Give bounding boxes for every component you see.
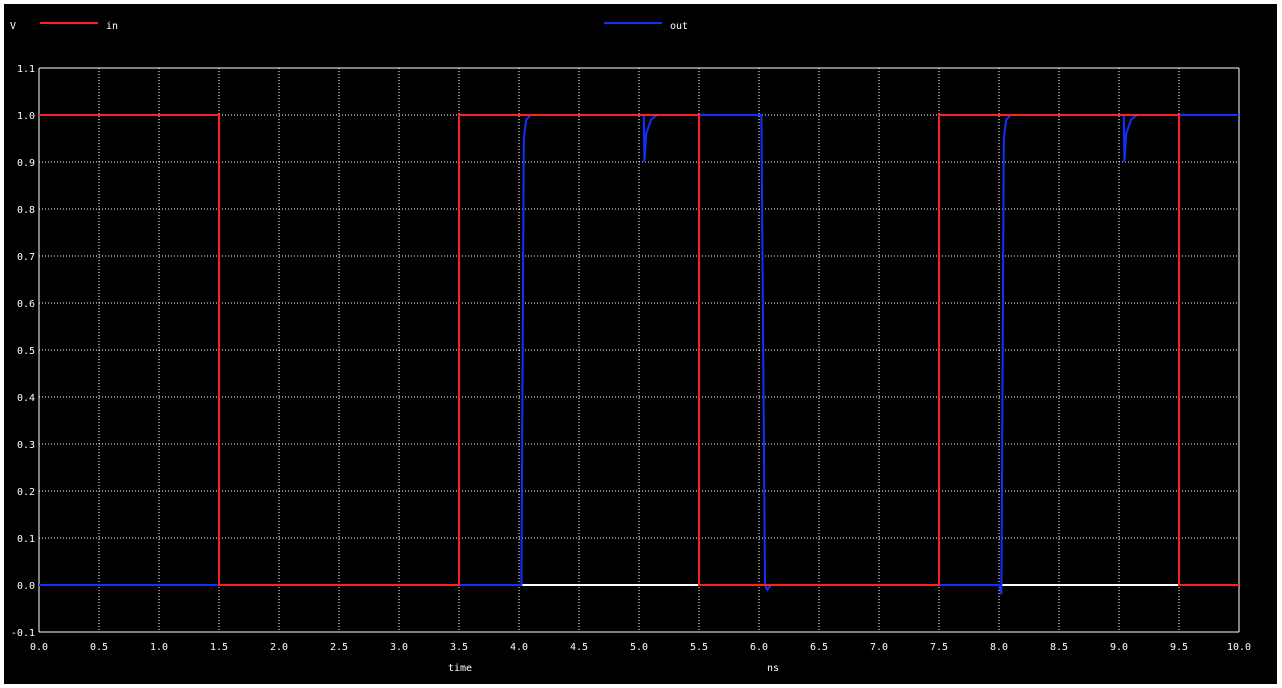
series-layer xyxy=(39,114,1239,595)
y-unit-label: V xyxy=(10,21,16,32)
x-tick-label: 6.5 xyxy=(810,642,828,653)
y-tick-label: 0.6 xyxy=(17,299,35,310)
plot-frame xyxy=(4,4,1277,684)
x-tick-label: 9.0 xyxy=(1110,642,1128,653)
y-tick-label: 0.0 xyxy=(17,581,35,592)
legend-in-label: in xyxy=(106,21,118,32)
x-tick-label: 3.0 xyxy=(390,642,408,653)
x-axis-label: time xyxy=(448,663,472,674)
x-tick-label: 5.0 xyxy=(630,642,648,653)
x-tick-label: 1.0 xyxy=(150,642,168,653)
legend-out-label: out xyxy=(670,21,688,32)
y-tick-label: 0.7 xyxy=(17,252,35,263)
y-tick-label: 0.2 xyxy=(17,487,35,498)
x-tick-label: 6.0 xyxy=(750,642,768,653)
x-tick-label: 2.0 xyxy=(270,642,288,653)
y-tick-label: 0.1 xyxy=(17,534,35,545)
y-tick-label: 0.5 xyxy=(17,346,35,357)
y-tick-label: 0.3 xyxy=(17,440,35,451)
y-tick-label: 0.8 xyxy=(17,205,35,216)
x-tick-label: 1.5 xyxy=(210,642,228,653)
y-tick-label: 0.4 xyxy=(17,393,35,404)
x-unit-label: ns xyxy=(767,663,779,674)
x-tick-label: 9.5 xyxy=(1170,642,1188,653)
y-tick-label: 0.9 xyxy=(17,158,35,169)
x-tick-label: 4.0 xyxy=(510,642,528,653)
x-tick-label: 8.0 xyxy=(990,642,1008,653)
x-tick-label: 5.5 xyxy=(690,642,708,653)
y-tick-label: 1.0 xyxy=(17,111,35,122)
x-tick-label: 10.0 xyxy=(1227,642,1251,653)
x-tick-label: 7.5 xyxy=(930,642,948,653)
x-tick-label: 3.5 xyxy=(450,642,468,653)
x-tick-label: 8.5 xyxy=(1050,642,1068,653)
tick-labels: 0.0 0.5 1.0 1.5 2.0 2.5 3.0 3.5 4.0 4.5 5.0 5.5 6.0 6… xyxy=(11,64,1251,653)
x-tick-label: 4.5 xyxy=(570,642,588,653)
y-tick-label: -0.1 xyxy=(11,628,35,639)
y-tick-label: 1.1 xyxy=(17,64,35,75)
x-tick-label: 2.5 xyxy=(330,642,348,653)
x-tick-label: 0.0 xyxy=(30,642,48,653)
x-tick-label: 0.5 xyxy=(90,642,108,653)
x-tick-label: 7.0 xyxy=(870,642,888,653)
series-in-line xyxy=(39,114,1239,586)
